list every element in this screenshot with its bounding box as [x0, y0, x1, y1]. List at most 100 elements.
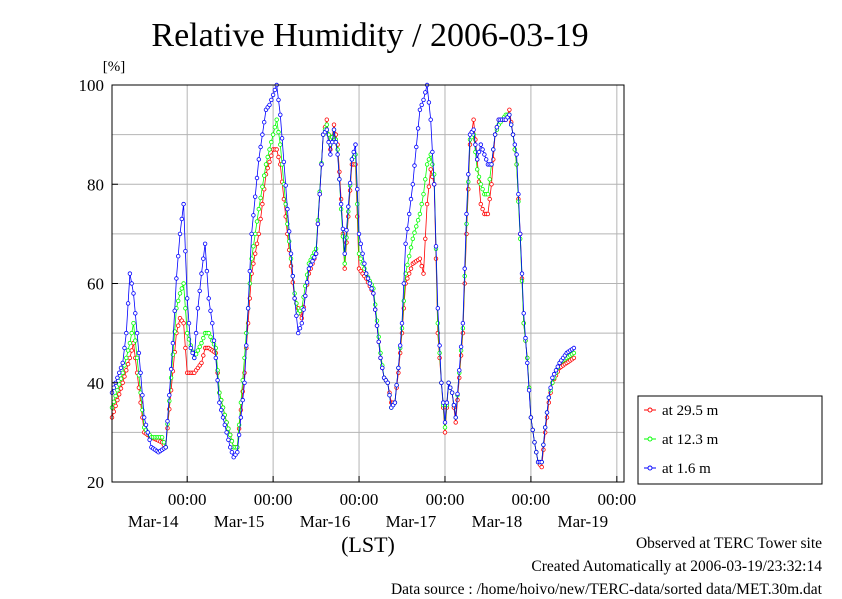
data-point — [270, 92, 276, 98]
data-point — [125, 348, 131, 353]
data-point — [349, 157, 355, 162]
data-point — [441, 400, 446, 405]
data-point — [131, 321, 136, 326]
data-point — [478, 142, 483, 147]
data-point — [405, 226, 410, 232]
data-point — [197, 344, 202, 349]
data-point — [534, 450, 539, 455]
data-point — [571, 345, 577, 351]
data-point — [317, 191, 322, 197]
data-point — [417, 107, 423, 112]
data-point — [407, 211, 412, 217]
data-point — [122, 374, 127, 379]
data-point — [448, 385, 453, 390]
data-point — [489, 162, 494, 167]
data-point — [287, 229, 292, 234]
data-point — [344, 227, 349, 233]
footer-created: Created Automatically at 2006-03-19/23:3… — [531, 558, 822, 575]
data-point — [254, 219, 260, 224]
data-point — [539, 464, 544, 470]
data-point — [507, 107, 512, 112]
data-point — [407, 271, 412, 276]
data-point — [331, 127, 337, 132]
data-point — [407, 254, 412, 259]
data-point — [269, 97, 274, 103]
data-point — [346, 204, 351, 209]
data-point — [482, 152, 487, 157]
data-point — [374, 318, 380, 323]
data-point — [301, 307, 306, 312]
data-point — [262, 173, 267, 178]
data-point — [240, 397, 245, 403]
data-point — [401, 281, 406, 286]
data-point — [435, 306, 440, 311]
data-point — [133, 338, 138, 343]
data-point — [408, 196, 414, 202]
y-axis-unit: [%] — [103, 59, 126, 75]
data-point — [279, 136, 285, 141]
data-point — [244, 330, 249, 336]
data-point — [267, 102, 272, 108]
legend-marker — [647, 436, 653, 442]
data-point — [546, 395, 551, 400]
data-point — [272, 87, 278, 93]
data-point — [405, 262, 410, 268]
data-point — [206, 296, 211, 301]
data-point — [202, 241, 208, 246]
data-point — [115, 397, 120, 403]
data-point — [519, 271, 525, 276]
data-point — [319, 162, 324, 167]
data-point — [546, 400, 551, 405]
data-point — [430, 162, 435, 167]
data-point — [421, 97, 426, 103]
data-point — [227, 445, 233, 450]
data-point — [134, 355, 140, 361]
data-point — [140, 393, 145, 398]
data-point — [116, 392, 122, 397]
legend-label: at 1.6 m — [662, 461, 711, 477]
data-point — [118, 365, 124, 371]
data-point — [174, 276, 179, 281]
data-point — [494, 124, 500, 130]
data-point — [186, 321, 192, 326]
data-point — [127, 340, 133, 346]
data-point — [129, 348, 134, 353]
data-point — [143, 422, 149, 428]
data-point — [294, 313, 299, 318]
data-point — [491, 147, 496, 152]
data-point — [183, 345, 188, 351]
data-point — [401, 298, 406, 304]
data-point — [125, 301, 131, 306]
data-point — [278, 112, 283, 117]
data-point — [475, 157, 480, 162]
data-point — [177, 291, 183, 296]
data-point — [446, 380, 451, 385]
data-point — [175, 254, 181, 259]
data-point — [417, 211, 423, 217]
y-tick-label: 40 — [87, 374, 104, 393]
series-group — [109, 82, 577, 470]
data-point — [439, 380, 444, 385]
data-point — [487, 196, 492, 202]
data-point — [120, 370, 125, 375]
data-point — [426, 157, 432, 162]
data-point — [292, 296, 297, 301]
x-tick-time-label: 00:00 — [426, 490, 465, 509]
data-point — [466, 172, 471, 177]
data-point — [333, 139, 338, 145]
data-point — [215, 378, 220, 383]
data-point — [444, 400, 449, 405]
y-tick-label: 20 — [87, 473, 104, 492]
data-point — [211, 338, 217, 343]
data-point — [184, 330, 190, 336]
data-point — [190, 350, 195, 356]
data-point — [247, 268, 252, 274]
data-point — [226, 426, 231, 431]
x-tick-date-label: Mar-17 — [386, 512, 437, 531]
data-point — [437, 343, 442, 348]
data-point — [226, 437, 231, 442]
axis-labels: 20 40 60 80 100 00:00 Mar-14 00:00 Mar-15 00:00 Ma… — [79, 76, 637, 531]
data-point — [183, 306, 188, 311]
x-tick-time-label: 00:00 — [168, 490, 207, 509]
data-point — [269, 153, 274, 158]
